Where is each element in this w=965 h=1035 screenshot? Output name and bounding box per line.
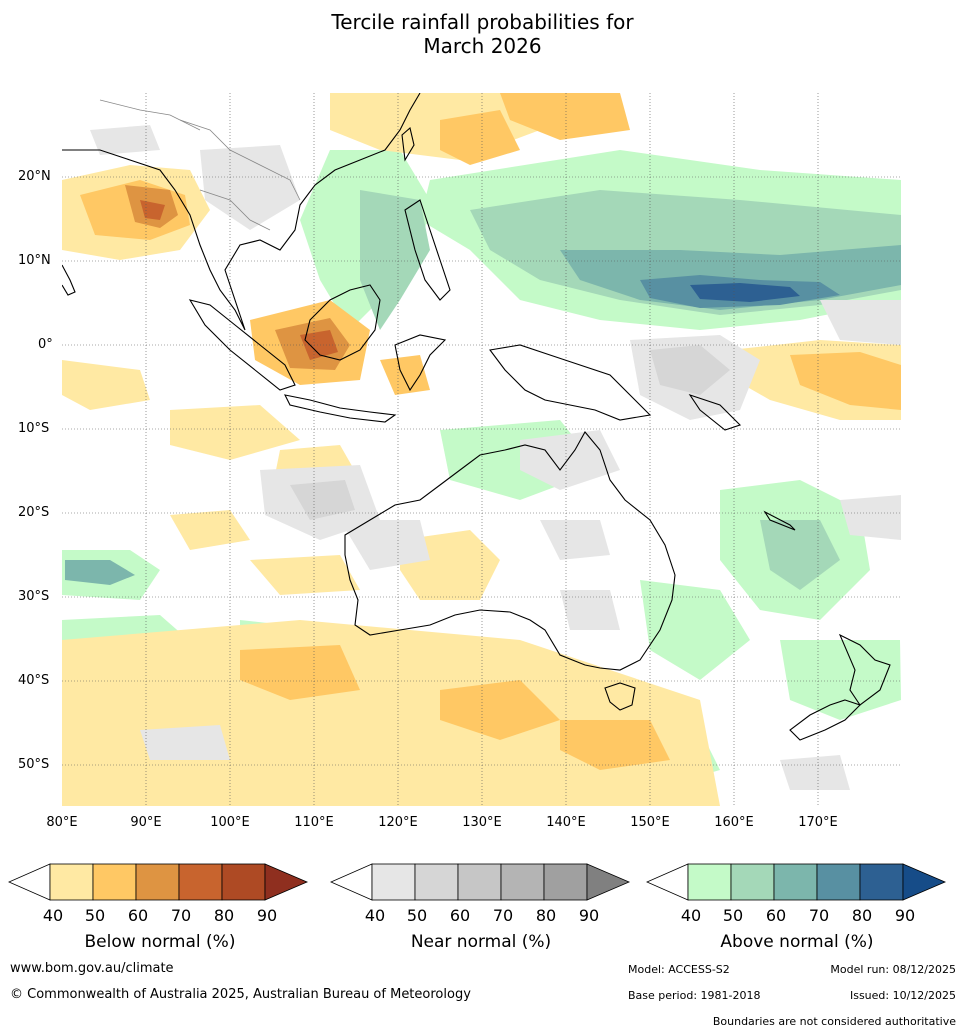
lat-label-20s: 20°S bbox=[18, 505, 50, 520]
colorbar-segment bbox=[730, 863, 775, 901]
legend-below-title: Below normal (%) bbox=[84, 932, 236, 952]
colorbar-segment bbox=[687, 863, 732, 901]
new-caledonia-coast bbox=[763, 510, 796, 531]
near-normal-patches bbox=[90, 125, 901, 790]
colorbar-segment bbox=[221, 863, 266, 901]
colorbar-segment bbox=[457, 863, 502, 901]
lon-label-120e: 120°E bbox=[378, 815, 418, 830]
colorbar-segment bbox=[816, 863, 861, 901]
legend-near-tick: 40 bbox=[364, 906, 386, 925]
colorbar-extend-low bbox=[330, 863, 373, 901]
chart-title-line1: Tercile rainfall probabilities for bbox=[331, 10, 634, 34]
india-coast bbox=[62, 264, 76, 296]
legend-above-tick: 40 bbox=[680, 906, 702, 925]
colorbar-segment bbox=[543, 863, 588, 901]
disclaimer-text: Boundaries are not considered authoritat… bbox=[712, 1015, 956, 1028]
legend-above-tick: 90 bbox=[894, 906, 916, 925]
colorbar-segment bbox=[92, 863, 137, 901]
rainfall-map bbox=[62, 93, 901, 806]
lon-label-130e: 130°E bbox=[462, 815, 502, 830]
model-run-text: Model run: 08/12/2025 bbox=[830, 963, 956, 976]
lat-label-50s: 50°S bbox=[18, 757, 50, 772]
colorbar-segment bbox=[178, 863, 223, 901]
lon-label-80e: 80°E bbox=[46, 815, 78, 830]
copyright-text: © Commonwealth of Australia 2025, Austra… bbox=[10, 987, 471, 1002]
borneo-coast bbox=[304, 284, 381, 361]
solomon-coast bbox=[688, 393, 742, 431]
chart-title-line2: March 2026 bbox=[423, 34, 542, 58]
colorbar-segment bbox=[773, 863, 818, 901]
coastlines bbox=[62, 93, 891, 741]
java-coast bbox=[284, 394, 397, 423]
lon-label-150e: 150°E bbox=[630, 815, 670, 830]
lat-label-10s: 10°S bbox=[18, 421, 50, 436]
lat-label-10n: 10°N bbox=[18, 253, 51, 268]
legend-near-tick: 50 bbox=[406, 906, 428, 925]
sulawesi-coast bbox=[394, 334, 447, 392]
tasmania-coast bbox=[604, 682, 636, 711]
graticule bbox=[62, 93, 901, 806]
lat-label-20n: 20°N bbox=[18, 169, 51, 184]
asia-mainland-coast bbox=[62, 93, 421, 331]
lon-label-160e: 160°E bbox=[714, 815, 754, 830]
legend-near-normal bbox=[330, 863, 631, 901]
colorbar-segment bbox=[371, 863, 416, 901]
nz-south-coast bbox=[789, 699, 862, 741]
colorbar-segment bbox=[859, 863, 904, 901]
lat-label-0: 0° bbox=[38, 337, 53, 352]
legend-above-tick: 80 bbox=[851, 906, 873, 925]
website-link[interactable]: www.bom.gov.au/climate bbox=[10, 961, 174, 976]
legend-below-tick: 40 bbox=[42, 906, 64, 925]
legend-above-normal bbox=[646, 863, 947, 901]
lon-label-110e: 110°E bbox=[294, 815, 334, 830]
philippines-coast bbox=[404, 199, 451, 301]
nz-north-coast bbox=[838, 633, 891, 706]
legend-near-tick: 80 bbox=[535, 906, 557, 925]
lat-label-40s: 40°S bbox=[18, 673, 50, 688]
legend-below-tick: 80 bbox=[213, 906, 235, 925]
colorbar-extend-high bbox=[586, 863, 631, 901]
legend-below-tick: 90 bbox=[256, 906, 278, 925]
legend-above-tick: 50 bbox=[722, 906, 744, 925]
lon-label-140e: 140°E bbox=[546, 815, 586, 830]
colorbar-segment bbox=[135, 863, 180, 901]
legend-below-normal bbox=[8, 863, 309, 901]
legend-below-tick: 60 bbox=[127, 906, 149, 925]
lon-label-170e: 170°E bbox=[798, 815, 838, 830]
model-text: Model: ACCESS-S2 bbox=[628, 963, 730, 976]
lat-label-30s: 30°S bbox=[18, 589, 50, 604]
legend-above-tick: 70 bbox=[808, 906, 830, 925]
australia-coast bbox=[344, 431, 676, 671]
colorbar-extend-low bbox=[646, 863, 689, 901]
issued-text: Issued: 10/12/2025 bbox=[849, 989, 956, 1002]
colorbar-segment bbox=[500, 863, 545, 901]
legend-above-tick: 60 bbox=[765, 906, 787, 925]
colorbar-extend-high bbox=[264, 863, 309, 901]
legend-near-title: Near normal (%) bbox=[410, 932, 552, 952]
legend-near-tick: 90 bbox=[578, 906, 600, 925]
colorbar-extend-low bbox=[8, 863, 51, 901]
legend-above-title: Above normal (%) bbox=[720, 932, 874, 952]
lon-label-100e: 100°E bbox=[210, 815, 250, 830]
sumatra-coast bbox=[188, 299, 296, 391]
legend-below-tick: 50 bbox=[84, 906, 106, 925]
legend-below-tick: 70 bbox=[170, 906, 192, 925]
colorbar-extend-high bbox=[902, 863, 947, 901]
new-guinea-coast bbox=[489, 344, 652, 421]
colorbar-segment bbox=[49, 863, 94, 901]
country-boundaries bbox=[99, 99, 301, 231]
legend-near-tick: 70 bbox=[492, 906, 514, 925]
lon-label-90e: 90°E bbox=[130, 815, 162, 830]
taiwan-coast bbox=[401, 126, 415, 162]
legend-near-tick: 60 bbox=[449, 906, 471, 925]
colorbar-segment bbox=[414, 863, 459, 901]
base-period-text: Base period: 1981-2018 bbox=[628, 989, 761, 1002]
